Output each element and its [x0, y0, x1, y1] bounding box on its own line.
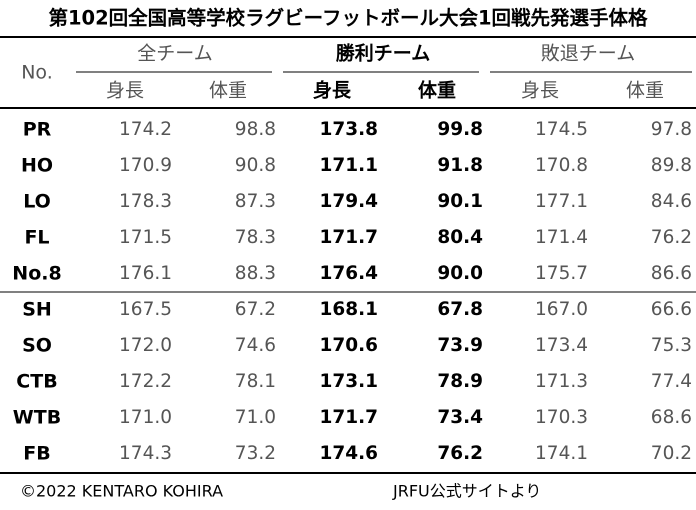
cell-value: 173.8	[319, 119, 378, 140]
cell-value: 174.2	[119, 119, 172, 140]
sub-header: 体重	[209, 80, 247, 102]
sub-header: 身長	[106, 80, 144, 102]
cell-value: 174.5	[535, 119, 588, 140]
cell-value: 167.5	[119, 299, 172, 320]
cell-value: 78.3	[235, 227, 276, 248]
position-label: FL	[24, 227, 49, 249]
cell-value: 176.1	[119, 263, 172, 284]
cell-value: 173.1	[319, 371, 378, 392]
cell-value: 168.1	[319, 299, 378, 320]
cell-value: 90.1	[437, 191, 483, 212]
cell-value: 70.2	[651, 443, 692, 464]
cell-value: 174.3	[119, 443, 172, 464]
cell-value: 73.9	[437, 335, 483, 356]
cell-value: 170.9	[119, 155, 172, 176]
cell-value: 176.4	[319, 263, 378, 284]
cell-value: 91.8	[437, 155, 483, 176]
cell-value: 78.1	[235, 371, 276, 392]
cell-value: 74.6	[235, 335, 276, 356]
cell-value: 179.4	[319, 191, 378, 212]
cell-value: 66.6	[651, 299, 692, 320]
cell-value: 78.9	[437, 371, 483, 392]
cell-value: 175.7	[535, 263, 588, 284]
cell-value: 172.0	[119, 335, 172, 356]
cell-value: 170.3	[535, 407, 588, 428]
cell-value: 89.8	[651, 155, 692, 176]
cell-value: 177.1	[535, 191, 588, 212]
cell-value: 84.6	[651, 191, 692, 212]
cell-value: 90.8	[235, 155, 276, 176]
cell-value: 73.2	[235, 443, 276, 464]
position-label: No.8	[12, 263, 61, 285]
cell-value: 171.1	[319, 155, 378, 176]
cell-value: 73.4	[437, 407, 483, 428]
cell-value: 76.2	[437, 443, 483, 464]
position-label: FB	[23, 443, 50, 465]
cell-value: 87.3	[235, 191, 276, 212]
cell-value: 76.2	[651, 227, 692, 248]
position-label: SH	[22, 299, 52, 321]
cell-value: 98.8	[235, 119, 276, 140]
cell-value: 90.0	[437, 263, 483, 284]
cell-value: 71.0	[235, 407, 276, 428]
group-header: 全チーム	[137, 43, 212, 65]
cell-value: 75.3	[651, 335, 692, 356]
cell-value: 173.4	[535, 335, 588, 356]
sub-header: 体重	[626, 80, 664, 102]
sub-header: 身長	[521, 80, 559, 102]
cell-value: 171.7	[319, 407, 378, 428]
cell-value: 97.8	[651, 119, 692, 140]
cell-value: 171.3	[535, 371, 588, 392]
cell-value: 170.6	[319, 335, 378, 356]
cell-value: 171.5	[119, 227, 172, 248]
cell-value: 99.8	[437, 119, 483, 140]
cell-value: 172.2	[119, 371, 172, 392]
cell-value: 88.3	[235, 263, 276, 284]
sub-header: 身長	[313, 79, 352, 102]
cell-value: 171.0	[119, 407, 172, 428]
position-label: WTB	[13, 407, 61, 429]
cell-value: 170.8	[535, 155, 588, 176]
no-header: No.	[21, 62, 53, 84]
cell-value: 171.7	[319, 227, 378, 248]
cell-value: 167.0	[535, 299, 588, 320]
position-label: HO	[21, 155, 53, 177]
cell-value: 68.6	[651, 407, 692, 428]
cell-value: 171.4	[535, 227, 588, 248]
position-label: LO	[23, 191, 51, 213]
cell-value: 77.4	[651, 371, 692, 392]
position-label: PR	[23, 119, 52, 141]
cell-value: 86.6	[651, 263, 692, 284]
cell-value: 67.2	[235, 299, 276, 320]
group-header: 敗退チーム	[541, 43, 635, 65]
position-label: SO	[22, 335, 52, 357]
source: JRFU公式サイトより	[392, 482, 541, 501]
cell-value: 80.4	[437, 227, 483, 248]
copyright: ©2022 KENTARO KOHIRA	[20, 482, 223, 501]
group-header: 勝利チーム	[336, 42, 430, 65]
position-label: CTB	[16, 371, 57, 393]
cell-value: 67.8	[437, 299, 483, 320]
cell-value: 174.1	[535, 443, 588, 464]
cell-value: 174.6	[319, 443, 378, 464]
title: 第102回全国高等学校ラグビーフットボール大会1回戦先発選手体格	[48, 7, 648, 30]
cell-value: 178.3	[119, 191, 172, 212]
sub-header: 体重	[418, 79, 456, 102]
